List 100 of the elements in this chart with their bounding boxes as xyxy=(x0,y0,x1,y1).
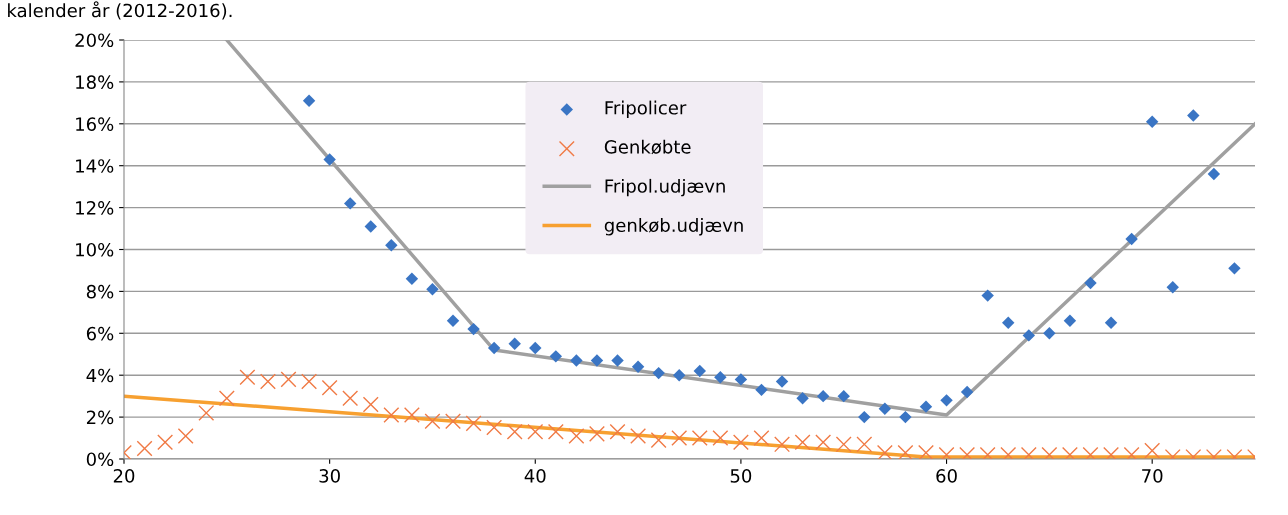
point xyxy=(835,436,852,453)
y-tick-label: 10% xyxy=(76,242,114,257)
point xyxy=(1002,316,1015,330)
point xyxy=(590,354,604,367)
point xyxy=(856,436,873,453)
point xyxy=(568,427,585,444)
point xyxy=(1084,276,1097,290)
point xyxy=(693,364,706,378)
point xyxy=(630,427,647,444)
point xyxy=(1104,316,1118,330)
point xyxy=(405,272,419,286)
point xyxy=(321,379,338,396)
point xyxy=(508,337,521,350)
point xyxy=(837,389,850,403)
point xyxy=(796,392,809,405)
y-tick-label: 20% xyxy=(75,33,114,48)
point xyxy=(467,322,480,336)
point xyxy=(403,407,420,423)
x-tick-label: 20 xyxy=(113,469,135,483)
point xyxy=(1144,442,1161,459)
x-tick-label: 30 xyxy=(319,469,340,483)
y-tick-label: 6% xyxy=(86,326,114,341)
point xyxy=(426,283,439,296)
point xyxy=(671,430,688,447)
point xyxy=(547,423,564,440)
point xyxy=(486,419,503,436)
point xyxy=(794,434,811,451)
point xyxy=(239,369,256,386)
point xyxy=(897,444,914,459)
point xyxy=(177,427,194,444)
point xyxy=(343,197,357,210)
point xyxy=(650,432,667,449)
point xyxy=(364,220,377,233)
point xyxy=(301,373,318,390)
point xyxy=(323,153,336,166)
point xyxy=(919,400,933,413)
point xyxy=(280,371,297,388)
point xyxy=(815,434,832,451)
point xyxy=(446,314,460,327)
point xyxy=(506,423,523,440)
point xyxy=(753,430,770,447)
point xyxy=(1063,314,1077,327)
point xyxy=(878,402,892,415)
x-tick-label: 40 xyxy=(524,469,546,483)
point xyxy=(1228,262,1241,275)
x-tick-label: 70 xyxy=(1142,469,1163,483)
point xyxy=(1022,329,1036,342)
y-tick-label: 12% xyxy=(76,201,114,215)
point xyxy=(732,434,749,451)
point xyxy=(899,410,912,424)
y-tick-label: 8% xyxy=(86,284,114,299)
point xyxy=(302,94,316,107)
point xyxy=(342,390,359,407)
point xyxy=(198,404,215,421)
point xyxy=(775,375,789,388)
point xyxy=(1145,115,1159,128)
point xyxy=(385,239,398,252)
point xyxy=(487,341,501,355)
point xyxy=(774,436,791,453)
point xyxy=(157,434,174,451)
point xyxy=(424,413,441,430)
y-tick-label: 16% xyxy=(76,117,114,131)
point xyxy=(1166,281,1179,294)
point xyxy=(549,350,563,363)
point xyxy=(218,390,235,407)
x-tick-label: 50 xyxy=(730,469,752,483)
point xyxy=(631,360,645,374)
x-tick-label: 60 xyxy=(936,469,957,483)
legend-label: genkøb.udjævn xyxy=(604,218,743,236)
point xyxy=(1207,167,1221,181)
y-tick-label: 18% xyxy=(76,75,114,90)
point xyxy=(588,425,605,442)
point xyxy=(445,413,461,430)
point xyxy=(527,423,544,440)
y-tick-label: 2% xyxy=(86,410,114,425)
point xyxy=(858,410,871,424)
chart-title: kalender år (2012-2016). xyxy=(8,1,232,20)
point xyxy=(960,385,974,399)
point xyxy=(1125,232,1138,246)
point xyxy=(529,341,542,355)
point xyxy=(755,383,768,397)
legend-label: Fripolicer xyxy=(605,100,687,119)
point xyxy=(465,415,482,432)
point xyxy=(570,354,583,367)
point xyxy=(609,423,626,440)
point xyxy=(383,407,400,423)
point xyxy=(816,389,830,403)
point xyxy=(940,394,953,407)
point xyxy=(673,368,686,382)
point xyxy=(362,396,379,413)
y-tick-label: 0% xyxy=(86,452,114,467)
point xyxy=(981,289,994,302)
point xyxy=(1187,109,1200,122)
y-tick-label: 14% xyxy=(76,159,114,173)
point xyxy=(259,373,276,390)
point xyxy=(652,366,665,380)
point xyxy=(611,354,624,367)
point xyxy=(714,371,727,384)
legend-label: Fripol.udjævn xyxy=(605,178,725,197)
point xyxy=(136,440,153,457)
